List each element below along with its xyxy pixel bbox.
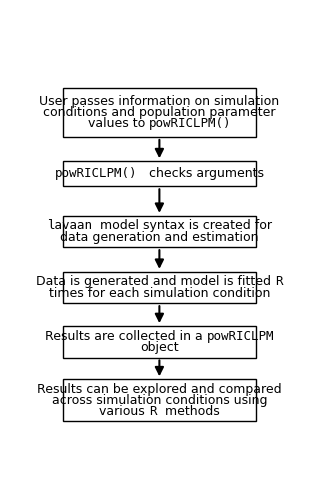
Text: times for each simulation condition: times for each simulation condition xyxy=(49,286,270,300)
Text: powRICLPM: powRICLPM xyxy=(207,330,274,342)
Text: checks arguments: checks arguments xyxy=(137,167,264,180)
Text: methods: methods xyxy=(157,405,219,418)
Text: Results can be explored and compared: Results can be explored and compared xyxy=(37,382,282,396)
FancyBboxPatch shape xyxy=(63,272,256,303)
FancyBboxPatch shape xyxy=(63,161,256,186)
Text: Data is generated and model is fitted: Data is generated and model is fitted xyxy=(36,276,275,288)
Text: lavaan: lavaan xyxy=(47,220,92,232)
Text: Results are collected in a: Results are collected in a xyxy=(45,330,207,342)
Text: conditions and population parameter: conditions and population parameter xyxy=(43,106,276,119)
Text: R: R xyxy=(275,276,283,288)
Text: object: object xyxy=(140,341,179,354)
Text: data generation and estimation: data generation and estimation xyxy=(60,230,259,243)
Text: values to: values to xyxy=(87,117,149,130)
FancyBboxPatch shape xyxy=(63,216,256,247)
Text: powRICLPM(): powRICLPM() xyxy=(55,167,137,180)
Text: R: R xyxy=(149,405,157,418)
Text: powRICLPM(): powRICLPM() xyxy=(149,117,231,130)
Text: across simulation conditions using: across simulation conditions using xyxy=(52,394,267,406)
FancyBboxPatch shape xyxy=(63,88,256,137)
FancyBboxPatch shape xyxy=(63,326,256,358)
Text: various: various xyxy=(100,405,149,418)
Text: User passes information on simulation: User passes information on simulation xyxy=(39,95,280,108)
FancyBboxPatch shape xyxy=(63,379,256,421)
Text: model syntax is created for: model syntax is created for xyxy=(92,220,272,232)
